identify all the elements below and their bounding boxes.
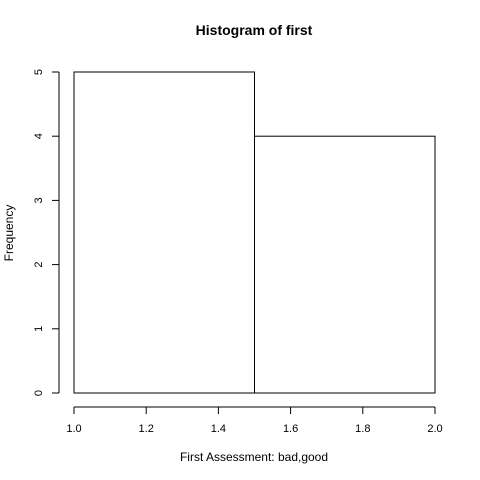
y-tick-label: 2	[33, 262, 45, 268]
y-tick-label: 1	[33, 326, 45, 332]
x-tick-label: 2.0	[427, 423, 442, 435]
y-tick-label: 5	[33, 69, 45, 75]
x-tick-label: 1.2	[139, 423, 154, 435]
y-tick-label: 0	[33, 390, 45, 396]
x-axis: 1.0 1.2 1.4 1.6 1.8 2.0	[66, 406, 443, 435]
histogram-bar-1	[73, 71, 255, 394]
y-tick-label: 4	[33, 133, 45, 139]
x-axis-label: First Assessment: bad,good	[180, 450, 328, 464]
x-tick-label: 1.6	[283, 423, 298, 435]
x-tick-label: 1.4	[211, 423, 226, 435]
y-tick-label: 3	[33, 197, 45, 203]
x-tick-label: 1.0	[66, 423, 81, 435]
x-tick-label: 1.8	[355, 423, 370, 435]
bars-group	[73, 71, 436, 394]
histogram-bar-2	[254, 135, 436, 394]
y-axis: 0 1 2 3 4 5	[33, 69, 60, 396]
y-axis-label: Frequency	[2, 205, 16, 262]
chart-title: Histogram of first	[196, 22, 313, 38]
